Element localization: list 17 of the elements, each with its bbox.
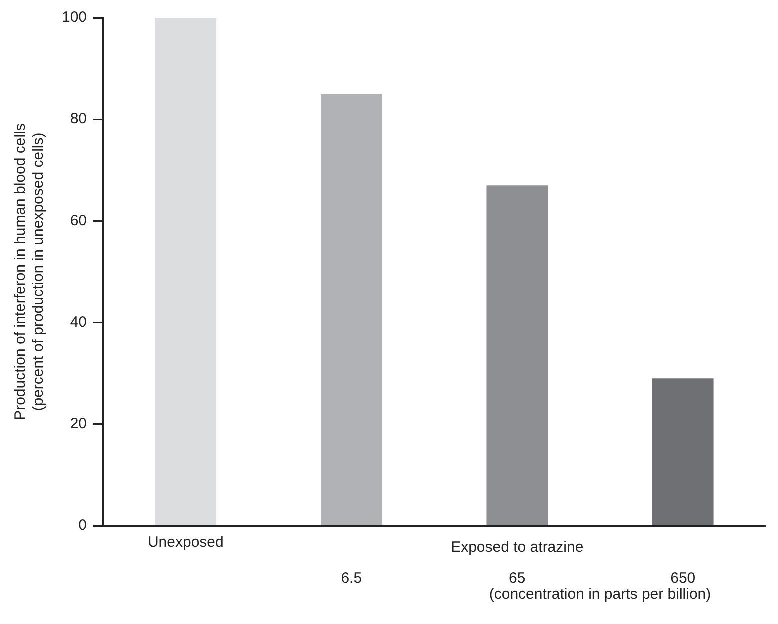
x-tick-label: 65 (509, 570, 526, 588)
y-axis-title: Production of interferon in human blood cells (percent of production in unexposed cells) (12, 124, 48, 420)
y-tick-label: 0 (78, 517, 88, 534)
y-tick-label: 60 (70, 212, 88, 230)
text: Exposed to atrazine (451, 539, 584, 556)
y-tick-label: 20 (70, 416, 88, 433)
x-tick-label: 6.5 (341, 570, 362, 588)
bar (320, 94, 382, 526)
x-tick-label: 650 (670, 570, 696, 588)
y-tick-label: 100 (62, 9, 88, 26)
text: (concentration in parts per billion) (489, 586, 712, 604)
bar (486, 186, 548, 526)
y-tick-label: 80 (70, 110, 88, 128)
y-tick-label: 40 (70, 314, 88, 331)
x-tick-label: Unexposed (148, 534, 224, 552)
bar (652, 378, 714, 526)
bar (155, 18, 217, 526)
